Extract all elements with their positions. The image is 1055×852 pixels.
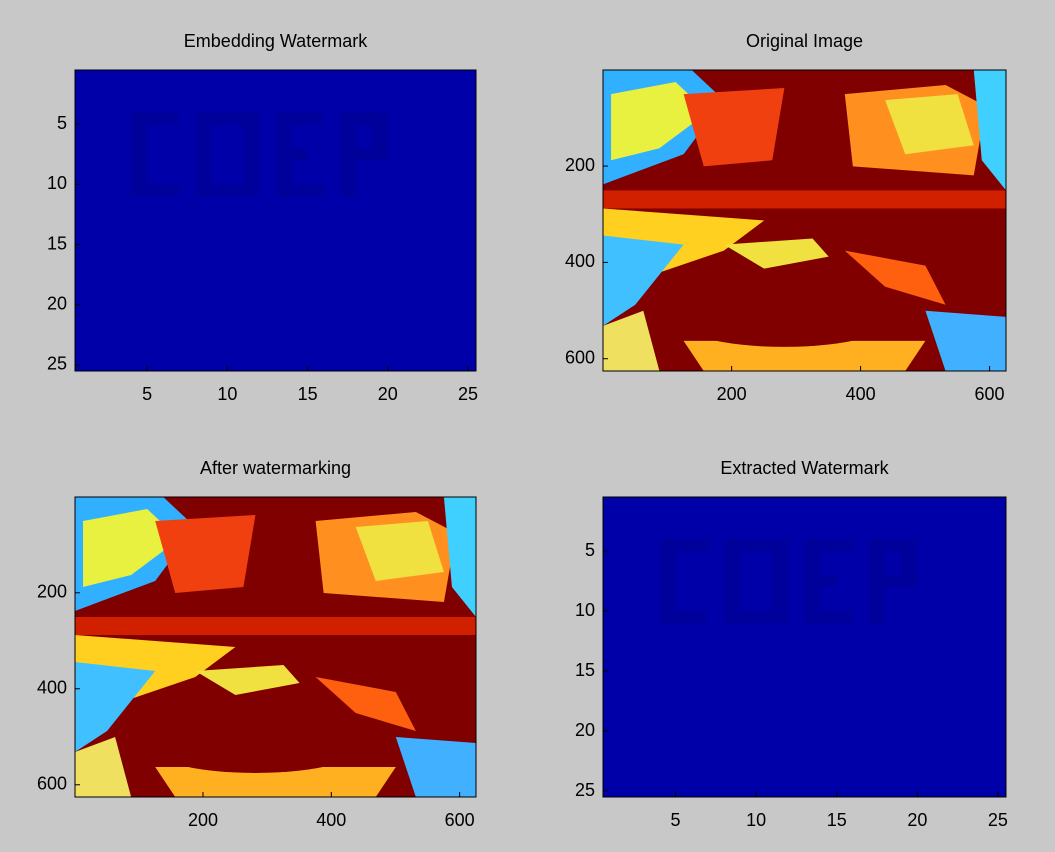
x-tick-label: 400 bbox=[846, 384, 876, 404]
axes-title: Original Image bbox=[746, 31, 863, 51]
x-tick-label: 25 bbox=[988, 810, 1008, 830]
x-tick-label: 200 bbox=[717, 384, 747, 404]
axes-title: Extracted Watermark bbox=[720, 458, 889, 478]
image bbox=[603, 70, 1006, 371]
y-tick-label: 5 bbox=[57, 113, 67, 133]
x-tick-label: 5 bbox=[142, 384, 152, 404]
y-tick-label: 15 bbox=[47, 233, 67, 253]
image bbox=[75, 497, 476, 797]
y-tick-label: 25 bbox=[47, 354, 67, 374]
x-tick-label: 20 bbox=[907, 810, 927, 830]
x-tick-label: 600 bbox=[975, 384, 1005, 404]
x-tick-label: 10 bbox=[746, 810, 766, 830]
x-tick-label: 20 bbox=[378, 384, 398, 404]
x-tick-label: 25 bbox=[458, 384, 478, 404]
y-tick-label: 5 bbox=[585, 540, 595, 560]
y-tick-label: 10 bbox=[575, 600, 595, 620]
y-tick-label: 10 bbox=[47, 173, 67, 193]
x-tick-label: 5 bbox=[671, 810, 681, 830]
axes-title: Embedding Watermark bbox=[184, 31, 368, 51]
x-tick-label: 10 bbox=[217, 384, 237, 404]
y-tick-label: 25 bbox=[575, 780, 595, 800]
x-tick-label: 600 bbox=[445, 810, 475, 830]
y-tick-label: 600 bbox=[565, 347, 595, 367]
y-tick-label: 200 bbox=[565, 155, 595, 175]
x-tick-label: 400 bbox=[316, 810, 346, 830]
x-tick-label: 15 bbox=[827, 810, 847, 830]
x-tick-label: 200 bbox=[188, 810, 218, 830]
y-tick-label: 200 bbox=[37, 582, 67, 602]
y-tick-label: 400 bbox=[37, 678, 67, 698]
y-tick-label: 20 bbox=[47, 294, 67, 314]
y-tick-label: 15 bbox=[575, 660, 595, 680]
y-tick-label: 20 bbox=[575, 720, 595, 740]
image bbox=[75, 70, 476, 371]
image bbox=[603, 497, 1006, 797]
figure: Embedding Watermark 5 10 15 20 25 5 10 15 20 25 Ori… bbox=[0, 0, 1055, 852]
axes-title: After watermarking bbox=[200, 458, 351, 478]
y-tick-label: 600 bbox=[37, 774, 67, 794]
x-tick-label: 15 bbox=[298, 384, 318, 404]
y-tick-label: 400 bbox=[565, 251, 595, 271]
